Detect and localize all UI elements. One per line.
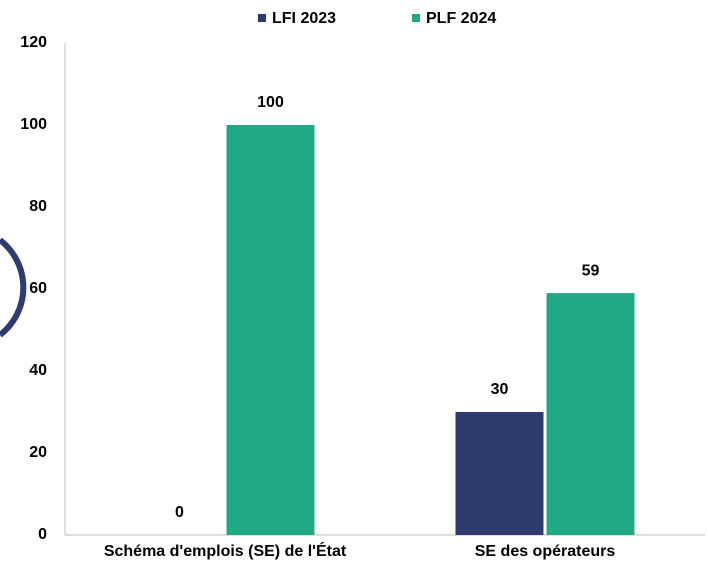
legend-label: LFI 2023: [272, 10, 336, 27]
y-tick-label: 80: [29, 198, 47, 215]
y-tick-label: 20: [29, 444, 47, 461]
decoration-arc: [0, 237, 27, 338]
data-label: 100: [257, 94, 284, 111]
x-tick-label: Schéma d'emplois (SE) de l'État: [104, 541, 347, 560]
data-label: 59: [582, 262, 600, 279]
legend-swatch: [412, 14, 420, 22]
legend-label: PLF 2024: [426, 10, 496, 27]
y-tick-label: 40: [29, 362, 47, 379]
data-label: 30: [491, 381, 509, 398]
data-label: 0: [175, 504, 184, 521]
legend-swatch: [258, 14, 266, 22]
x-tick-label: SE des opérateurs: [475, 543, 616, 560]
bar: [455, 412, 544, 535]
y-tick-label: 120: [20, 34, 47, 51]
y-tick-label: 60: [29, 280, 47, 297]
bar: [546, 293, 635, 535]
y-tick-label: 100: [20, 116, 47, 133]
bar: [226, 125, 315, 535]
y-tick-label: 0: [38, 526, 47, 543]
